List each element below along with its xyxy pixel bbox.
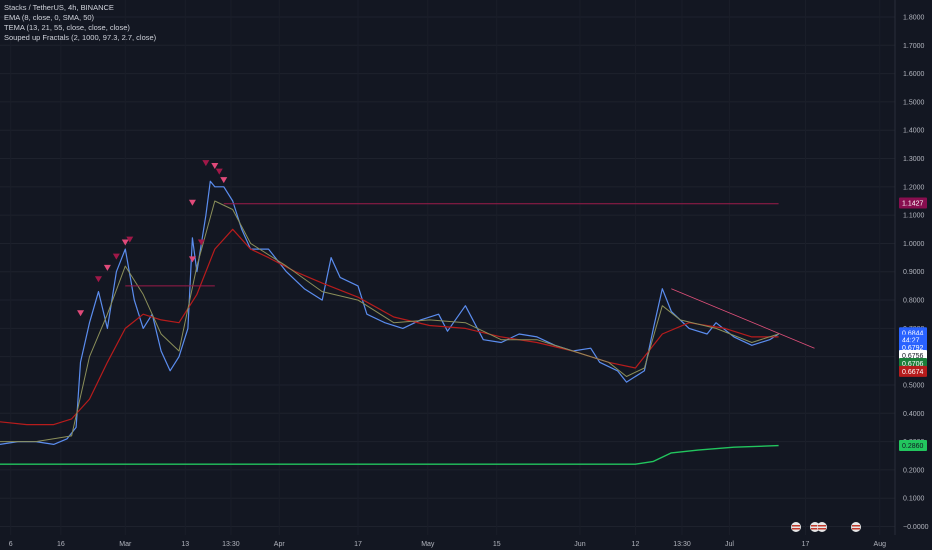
- us-flag-icon[interactable]: [791, 522, 801, 532]
- us-flag-icon[interactable]: [817, 522, 827, 532]
- legend-fractals[interactable]: Souped up Fractals (2, 1000, 97.3, 2.7, …: [4, 33, 157, 42]
- y-tick-label: 1.5000: [903, 99, 925, 106]
- fractal-marker: [197, 239, 205, 246]
- event-markers: [791, 522, 861, 532]
- price-tag: 0.2860: [899, 440, 927, 452]
- x-tick-label: May: [421, 541, 435, 548]
- x-tick-label: Mar: [119, 541, 132, 548]
- fractal-marker: [112, 253, 120, 260]
- trend-line: [671, 288, 815, 349]
- x-tick-label: 17: [802, 541, 810, 548]
- fractal-marker: [77, 310, 85, 317]
- x-tick-label: 17: [354, 541, 362, 548]
- price-tag-label: 0.6792: [902, 345, 924, 352]
- x-tick-label: 6: [9, 541, 13, 548]
- y-tick-label: 0.5000: [903, 382, 925, 389]
- fractal-marker: [220, 177, 228, 184]
- legend-tema[interactable]: TEMA (13, 21, 55, close, close, close): [4, 23, 130, 32]
- fractal-marker: [94, 276, 102, 283]
- price-tag-label: 0.6844: [902, 330, 924, 337]
- y-tick-label: 1.6000: [903, 71, 925, 78]
- y-tick-label: 0.1000: [903, 496, 925, 503]
- y-tick-label: 1.4000: [903, 128, 925, 135]
- x-tick-label: 12: [632, 541, 640, 548]
- y-tick-label: 1.3000: [903, 156, 925, 163]
- y-tick-label: 1.7000: [903, 43, 925, 50]
- x-tick-label: 15: [493, 541, 501, 548]
- y-tick-label: 0.9000: [903, 269, 925, 276]
- fractal-marker: [211, 163, 219, 170]
- x-tick-label: Apr: [274, 541, 286, 548]
- us-flag-icon[interactable]: [810, 522, 820, 532]
- x-tick-label: 16: [57, 541, 65, 548]
- legend-symbol[interactable]: Stacks / TetherUS, 4h, BINANCE: [4, 3, 114, 12]
- price-tag: 0.6674: [899, 365, 927, 377]
- ema-line: [0, 228, 779, 426]
- fractal-marker: [188, 199, 196, 206]
- price-line: [0, 180, 779, 445]
- tema_fast-line: [0, 200, 779, 443]
- legend-ema[interactable]: EMA (8, close, 0, SMA, 50): [4, 13, 95, 22]
- x-tick-label: Aug: [874, 541, 887, 548]
- x-tick-label: 13: [181, 541, 189, 548]
- y-tick-label: −0.0000: [903, 524, 929, 531]
- x-tick-label: 13:30: [673, 541, 691, 548]
- fractal-marker: [202, 160, 210, 167]
- fractal-marker: [121, 239, 129, 246]
- price-tag-label: 0.2860: [902, 443, 924, 450]
- y-tick-label: 1.1000: [903, 213, 925, 220]
- chart-legend: Stacks / TetherUS, 4h, BINANCE EMA (8, c…: [4, 3, 156, 43]
- fractal-marker: [188, 256, 196, 263]
- price-tag-label: 44:27: [902, 338, 920, 345]
- fractal-marker: [126, 236, 134, 243]
- y-tick-label: 0.2000: [903, 467, 925, 474]
- y-tick-label: 0.8000: [903, 298, 925, 305]
- fractal-marker: [215, 168, 223, 175]
- price-tag-label: 0.6674: [902, 369, 924, 376]
- y-tick-label: 1.2000: [903, 184, 925, 191]
- y-tick-label: 0.4000: [903, 411, 925, 418]
- price-tag-label: 1.1427: [902, 201, 924, 208]
- fractal-marker: [103, 264, 111, 271]
- price-tag-label: 0.6756: [902, 353, 924, 360]
- y-tick-label: 1.8000: [903, 14, 925, 21]
- x-tick-label: 13:30: [222, 541, 240, 548]
- us-flag-icon[interactable]: [851, 522, 861, 532]
- x-tick-label: Jul: [725, 541, 734, 548]
- x-tick-label: Jun: [574, 541, 585, 548]
- green-line: [0, 444, 779, 465]
- price-tag-label: 0.6706: [902, 361, 924, 368]
- price-tag: 1.1427: [899, 197, 927, 209]
- y-tick-label: 1.0000: [903, 241, 925, 248]
